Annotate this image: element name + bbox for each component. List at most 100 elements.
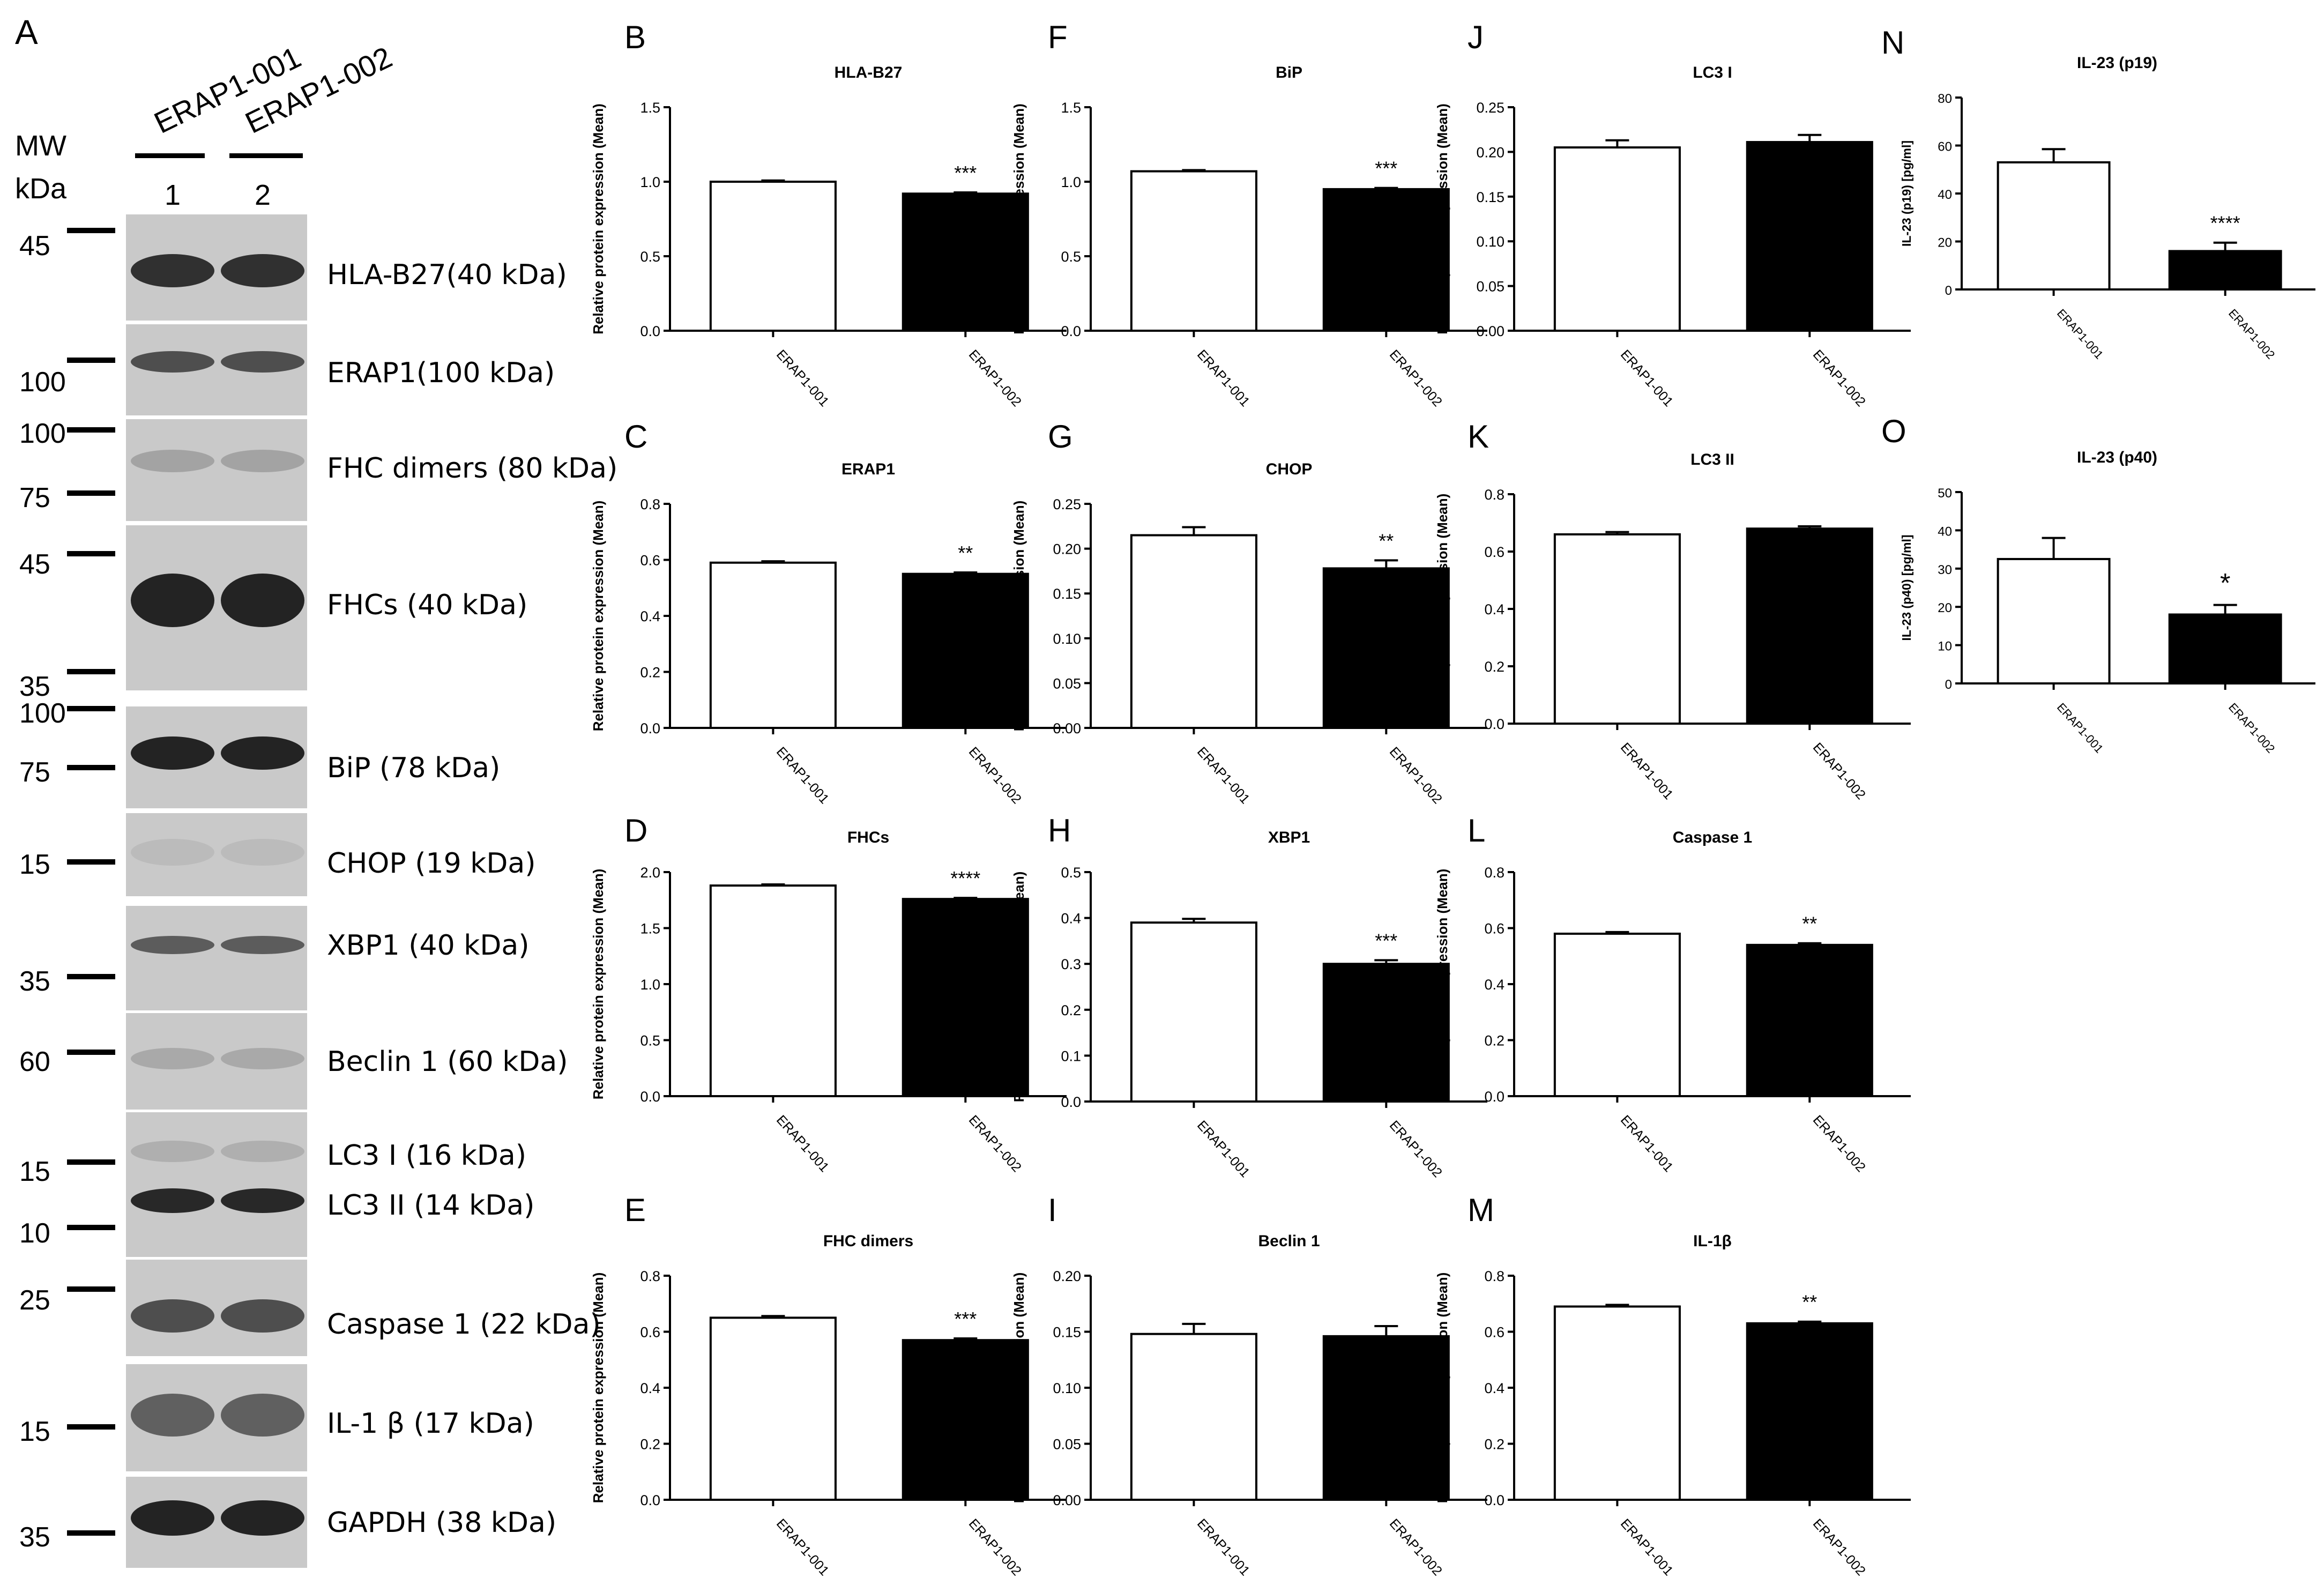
mw-marker-tick <box>67 1530 115 1536</box>
panel-letter: D <box>624 813 647 849</box>
y-tick-label: 0.15 <box>1476 189 1504 205</box>
y-tick-label: 0.2 <box>1484 1437 1504 1453</box>
x-tick-label: ERAP1-002 <box>1810 1112 1868 1175</box>
y-tick-label: 0.0 <box>640 720 660 736</box>
protein-band <box>131 450 214 472</box>
mw-label: MW <box>15 130 66 162</box>
mw-marker-tick <box>67 358 115 363</box>
y-tick-label: 2.0 <box>640 865 660 881</box>
mw-marker-tick <box>67 1159 115 1165</box>
x-tick-label: ERAP1-001 <box>1618 1112 1676 1175</box>
blot-protein-label: FHCs (40 kDa) <box>327 589 527 621</box>
x-tick-label: ERAP1-002 <box>966 744 1024 807</box>
y-axis-label: Relative protein expression (Mean) <box>1011 103 1027 334</box>
x-tick-label: ERAP1-002 <box>966 1112 1024 1175</box>
y-axis-label: Relative protein expression (Mean) <box>1434 1273 1450 1504</box>
y-tick-label: 0.20 <box>1053 541 1081 557</box>
protein-band <box>131 736 214 770</box>
y-tick-label: 0.5 <box>640 1033 660 1049</box>
panel-letter-A: A <box>15 13 38 51</box>
x-tick-label: ERAP1-001 <box>773 744 832 807</box>
mw-marker-tick <box>67 859 115 865</box>
chart-I: I Beclin 1 0.00 0.05 0.10 0.15 0.20 Relative pr… <box>1011 1192 1487 1579</box>
chart-title: IL-23 (p40) <box>2077 449 2157 466</box>
x-tick-label: ERAP1-001 <box>1194 347 1253 410</box>
panel-letter: H <box>1048 813 1071 849</box>
panel-letter: N <box>1881 25 1904 61</box>
mw-marker-label: 35 <box>19 1522 50 1553</box>
x-tick-label: ERAP1-001 <box>2054 307 2106 362</box>
bar-erap1-002 <box>1322 1335 1450 1501</box>
chart-title: IL-23 (p19) <box>2077 54 2157 72</box>
y-tick-label: 0.2 <box>1484 659 1504 675</box>
y-tick-label: 0.10 <box>1053 1380 1081 1396</box>
panel-letter: L <box>1468 813 1485 849</box>
y-tick-label: 0.0 <box>640 1492 660 1508</box>
y-axis-label: Relative protein expression (Mean) <box>1434 103 1450 334</box>
y-tick-label: 0.10 <box>1053 631 1081 647</box>
protein-band <box>221 574 304 627</box>
y-axis-label: Relative protein expression (Mean) <box>590 1273 606 1504</box>
y-tick-label: 0.5 <box>1061 865 1081 881</box>
blot-strip <box>126 1477 307 1568</box>
y-tick-label: 0.4 <box>640 608 660 624</box>
mw-marker-tick <box>67 669 115 674</box>
y-tick-label: 0.05 <box>1476 279 1504 295</box>
panel-letter: J <box>1468 19 1484 55</box>
y-tick-label: 0.6 <box>1484 921 1504 937</box>
y-tick-label: 0.6 <box>1484 544 1504 560</box>
mw-marker-tick <box>67 1424 115 1430</box>
y-axis-label: Relative protein expression (Mean) <box>590 103 606 334</box>
x-tick-label: ERAP1-001 <box>1194 1516 1253 1579</box>
bar-erap1-002 <box>902 1339 1029 1501</box>
y-tick-label: 0.00 <box>1053 1492 1081 1508</box>
x-tick-label: ERAP1-001 <box>1618 347 1676 410</box>
x-tick-label: ERAP1-002 <box>1387 347 1445 410</box>
chart-F: F BiP 0.0 0.5 1.0 1.5 Relative protein express… <box>1011 19 1487 410</box>
chart-title: FHC dimers <box>823 1232 913 1250</box>
y-tick-label: 40 <box>1938 188 1952 202</box>
mw-marker-label: 25 <box>19 1285 50 1316</box>
y-axis-label: Relative protein expression (Mean) <box>1011 872 1027 1103</box>
blot-protein-label: FHC dimers (80 kDa) <box>327 452 617 485</box>
mw-marker-tick <box>67 1286 115 1292</box>
protein-band <box>221 1188 304 1213</box>
bar-erap1-001 <box>1130 170 1257 332</box>
protein-band <box>131 351 214 373</box>
y-tick-label: 0.0 <box>1061 323 1081 339</box>
protein-band <box>131 1394 214 1437</box>
y-tick-label: 0.25 <box>1476 100 1504 116</box>
y-tick-label: 0.4 <box>1061 911 1081 927</box>
protein-band <box>221 936 304 954</box>
chart-K: K LC3 II 0.0 0.2 0.4 0.6 0.8 Relative protein e… <box>1434 419 1911 802</box>
mw-marker-label: 10 <box>19 1218 50 1249</box>
blot-strip-bg <box>126 906 307 1010</box>
y-axis-label: IL-23 (p19) [pg/ml] <box>1900 140 1913 247</box>
bar-erap1-001 <box>1130 1333 1257 1501</box>
mw-marker-label: 60 <box>19 1046 50 1077</box>
protein-band <box>221 1500 304 1536</box>
blot-strip <box>126 706 307 808</box>
bar-charts: B HLA-B27 0.0 0.5 1.0 1.5 Relative protein exp… <box>590 19 2315 1579</box>
y-tick-label: 30 <box>1938 563 1952 577</box>
y-axis-label: Relative protein expression (Mean) <box>1011 501 1027 732</box>
blot-strip <box>126 906 307 1010</box>
x-tick-label: ERAP1-002 <box>1387 1516 1445 1579</box>
y-tick-label: 1.5 <box>1061 100 1081 116</box>
bar-erap1-002 <box>1322 963 1450 1103</box>
y-tick-label: 10 <box>1938 639 1952 654</box>
chart-L: L Caspase 1 0.0 0.2 0.4 0.6 0.8 Relative protei… <box>1434 813 1911 1175</box>
mw-marker-label: 15 <box>19 849 50 880</box>
mw-marker-tick <box>67 228 115 233</box>
y-tick-label: 0.00 <box>1476 323 1504 339</box>
mw-marker-label: 100 <box>19 367 66 398</box>
y-tick-label: 20 <box>1938 236 1952 250</box>
mw-marker-label: 45 <box>19 549 50 580</box>
chart-M: M IL-1β 0.0 0.2 0.4 0.6 0.8 Relative protein ex… <box>1434 1192 1911 1579</box>
y-tick-label: 0.8 <box>1484 865 1504 881</box>
y-tick-label: 0.4 <box>1484 977 1504 993</box>
bar-erap1-002 <box>1322 567 1450 730</box>
mw-marker-tick <box>67 765 115 770</box>
mw-marker-label: 35 <box>19 671 50 702</box>
x-tick-label: ERAP1-002 <box>2226 307 2277 362</box>
